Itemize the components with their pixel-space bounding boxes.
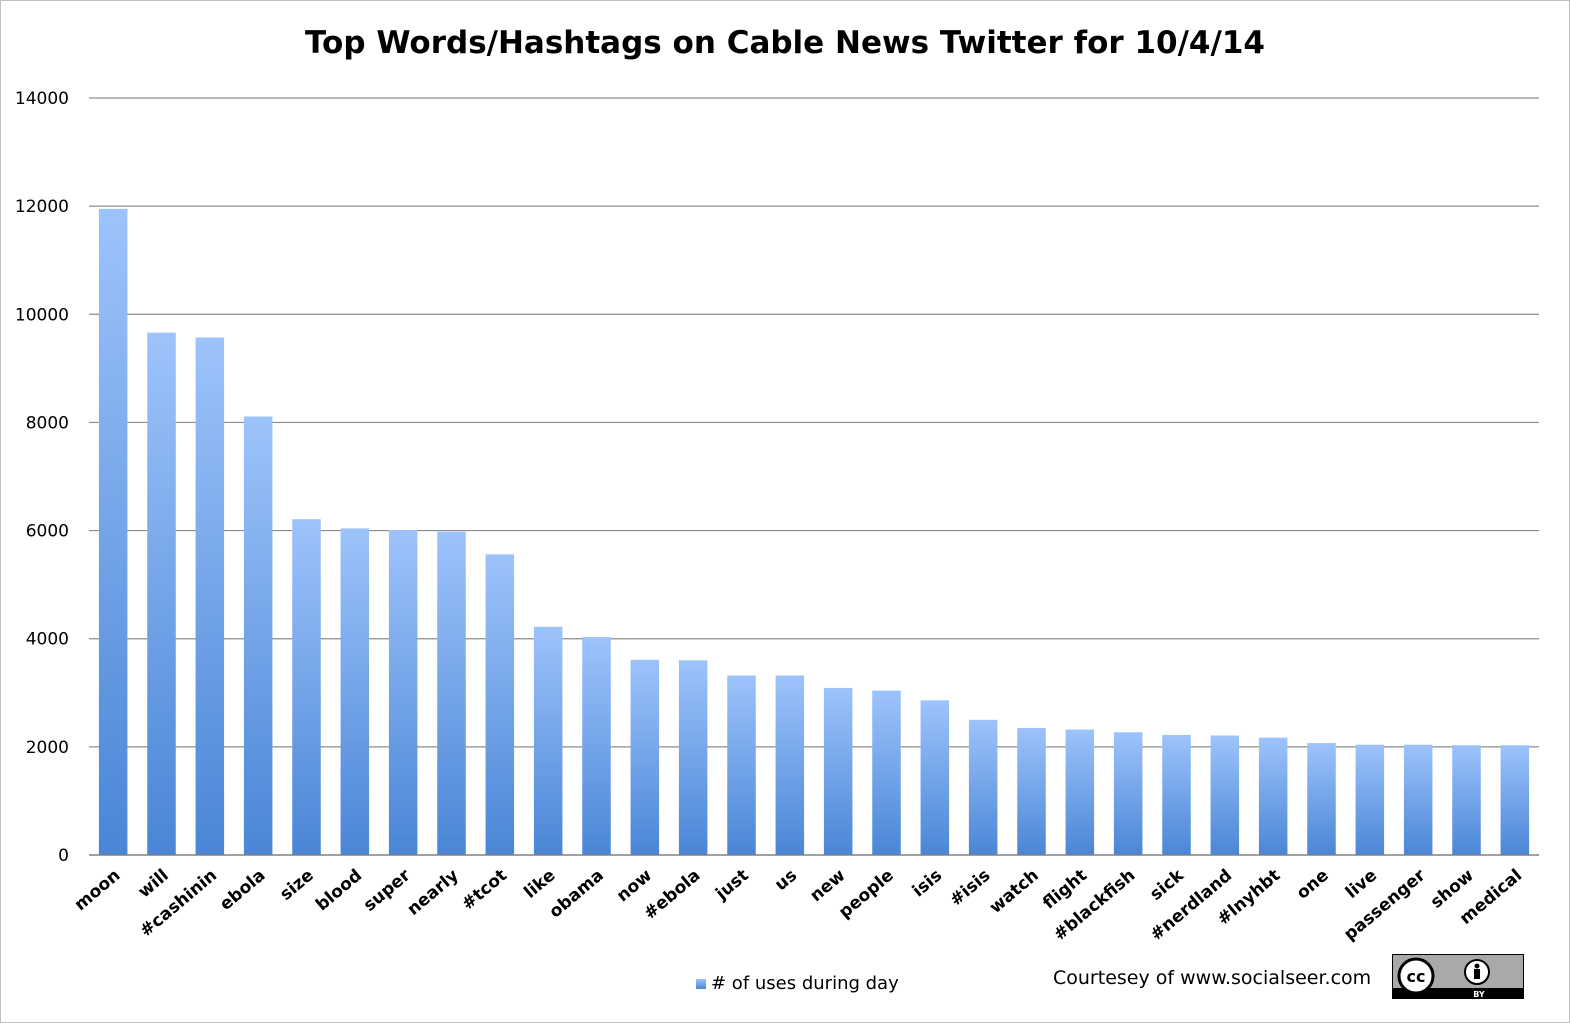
x-category-label: like — [520, 866, 559, 903]
bar-blackfish — [1113, 732, 1143, 855]
y-tick-label: 6000 — [26, 522, 69, 542]
x-category-label: ebola — [216, 866, 269, 915]
bar-super — [388, 530, 418, 855]
bar-now — [630, 659, 660, 855]
y-tick-label: 10000 — [15, 305, 69, 325]
x-category-label: size — [276, 866, 317, 905]
cc-text: cc — [1407, 967, 1426, 986]
bar-nerdland — [1210, 735, 1240, 855]
y-tick-label: 0 — [58, 846, 69, 866]
credit-text: Courtesey of www.socialseer.com — [1053, 967, 1372, 989]
y-axis-tick-labels: 0 2000 4000 6000 8000 10000 12000 14000 — [15, 89, 69, 866]
x-category-label: blood — [312, 866, 366, 916]
bar-moon — [98, 208, 128, 855]
bar-one — [1307, 743, 1336, 855]
bar-isis — [920, 700, 950, 855]
y-tick-label: 12000 — [15, 197, 69, 217]
x-category-label: us — [771, 866, 801, 896]
x-category-label: obama — [545, 866, 607, 923]
legend: # of uses during day — [696, 973, 899, 994]
x-category-label: moon — [71, 866, 125, 916]
y-tick-label: 4000 — [26, 630, 69, 650]
bar-show — [1452, 745, 1481, 855]
y-tick-label: 8000 — [26, 413, 69, 433]
by-text: BY — [1473, 990, 1485, 998]
bar-passenger — [1403, 744, 1433, 855]
x-category-label: people — [835, 866, 898, 923]
bar-flight — [1065, 729, 1095, 855]
bar-new — [823, 687, 853, 855]
bar-like — [533, 626, 563, 855]
x-category-label: live — [1342, 866, 1381, 903]
bar-size — [292, 519, 321, 855]
bar-people — [872, 690, 901, 855]
bar-ebola — [678, 660, 708, 855]
bar-watch — [1017, 727, 1046, 855]
bar-lnyhbt — [1258, 737, 1288, 855]
x-category-label: #tcot — [458, 866, 511, 915]
x-category-label: one — [1293, 866, 1333, 904]
x-category-label: nearly — [404, 866, 463, 920]
legend-label: # of uses during day — [711, 973, 899, 994]
bars — [98, 208, 1530, 855]
chart-title: Top Words/Hashtags on Cable News Twitter… — [305, 25, 1265, 61]
bar-isis — [968, 719, 998, 855]
y-tick-label: 2000 — [26, 738, 69, 758]
bar-medical — [1500, 745, 1530, 855]
x-category-label: watch — [986, 866, 1043, 918]
creative-commons-by-icon: cc BY — [1392, 954, 1524, 999]
bar-blood — [340, 528, 370, 855]
x-category-label: just — [711, 866, 752, 905]
x-category-label: isis — [909, 866, 946, 902]
bar-obama — [582, 637, 611, 855]
y-tick-label: 14000 — [15, 89, 69, 109]
bar-cashinin — [195, 337, 225, 855]
bar-ebola — [243, 416, 273, 855]
bar-chart: 0 2000 4000 6000 8000 10000 12000 14000 moon wil… — [15, 89, 1539, 945]
bar-nearly — [437, 531, 466, 855]
x-category-label: will — [134, 866, 172, 903]
gridlines — [89, 97, 1539, 748]
bar-live — [1355, 744, 1385, 855]
legend-swatch — [696, 978, 706, 989]
bar-tcot — [485, 554, 515, 855]
bar-sick — [1162, 734, 1191, 855]
bar-just — [727, 675, 756, 855]
bar-will — [147, 332, 176, 855]
bar-us — [775, 675, 805, 855]
